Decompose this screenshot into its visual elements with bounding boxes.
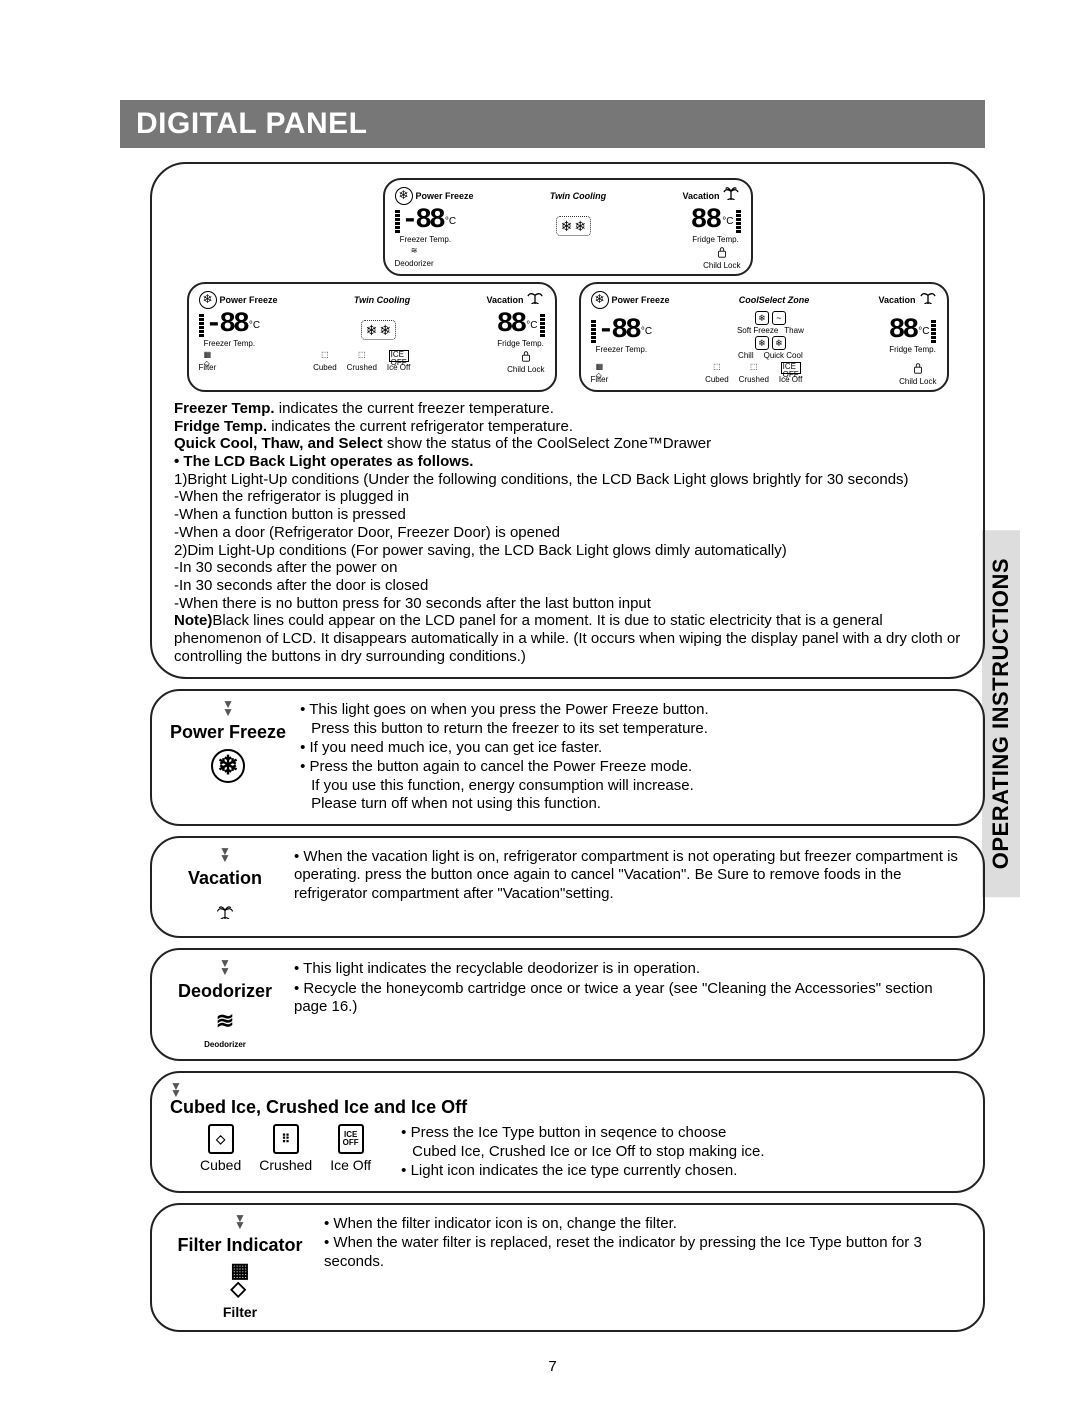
lock-icon bbox=[716, 246, 728, 260]
lcd-panel-right: ❄Power Freeze CoolSelect Zone Vacation -… bbox=[579, 282, 949, 392]
page-number: 7 bbox=[120, 1358, 985, 1375]
palm-icon bbox=[526, 290, 544, 309]
iceoff-icon: ICEOFF bbox=[389, 350, 409, 362]
label-vacation: Vacation bbox=[682, 191, 719, 201]
crushed-icon: ⠿ bbox=[273, 1124, 299, 1154]
lock-icon bbox=[520, 350, 532, 364]
power-freeze-label: Power Freeze bbox=[170, 722, 286, 743]
seg-freezer: -88 bbox=[402, 207, 443, 235]
filter-label: Filter Indicator bbox=[177, 1235, 302, 1256]
deodorizer-section: ▼▼ Deodorizer ≋ Deodorizer This light in… bbox=[150, 948, 985, 1060]
title-bar: DIGITAL PANEL bbox=[120, 100, 985, 148]
ice-title: Cubed Ice, Crushed Ice and Ice Off bbox=[170, 1097, 965, 1118]
ice-icons: ◇Cubed ⠿Crushed ICEOFFIce Off bbox=[200, 1124, 371, 1173]
iceoff-icon: ICEOFF bbox=[338, 1124, 364, 1154]
ice-section: ▼▼ Cubed Ice, Crushed Ice and Ice Off ◇C… bbox=[150, 1071, 985, 1193]
twin-cooling-icon: ❄❄ bbox=[556, 216, 591, 236]
deodorizer-label: Deodorizer bbox=[178, 981, 272, 1002]
chevron-down-icon: ▼▼ bbox=[222, 701, 234, 715]
deg-c: °C bbox=[445, 216, 456, 227]
palm-icon bbox=[919, 290, 937, 309]
chevron-down-icon: ▼▼ bbox=[219, 960, 231, 974]
seg-fridge: 88 bbox=[691, 207, 721, 235]
page-title: DIGITAL PANEL bbox=[136, 107, 368, 141]
chevron-down-icon: ▼▼ bbox=[170, 1083, 965, 1097]
label-fridge-temp: Fridge Temp. bbox=[692, 235, 739, 244]
filter-section: ▼▼ Filter Indicator ▦◇ Filter When the f… bbox=[150, 1203, 985, 1332]
wave-icon: ≋ bbox=[216, 1008, 234, 1034]
vacation-label: Vacation bbox=[188, 868, 262, 889]
vacation-section: ▼▼ Vacation When the vacation light is o… bbox=[150, 836, 985, 938]
filter-icon: ▦◇ bbox=[204, 350, 212, 362]
label-twin-cooling: Twin Cooling bbox=[550, 191, 606, 201]
filter-text: When the filter indicator icon is on, ch… bbox=[324, 1215, 965, 1272]
snowflake-hex-icon: ❄ bbox=[211, 749, 245, 783]
cubed-icon: ◇ bbox=[208, 1124, 234, 1154]
snowflake-icon: ❄ bbox=[395, 187, 413, 205]
page: DIGITAL PANEL ❄Power Freeze Twin Cooling… bbox=[0, 0, 1080, 1415]
cubed-icon: ⬚ bbox=[321, 350, 329, 362]
description-text: Freezer Temp. indicates the current free… bbox=[174, 400, 961, 665]
snowflake-icon: ❄ bbox=[199, 291, 217, 309]
power-freeze-text: This light goes on when you press the Po… bbox=[300, 701, 709, 814]
chevron-down-icon: ▼▼ bbox=[234, 1215, 246, 1229]
deodorizer-icon: ≋ bbox=[411, 246, 418, 258]
label-power-freeze: Power Freeze bbox=[416, 191, 474, 201]
vacation-text: When the vacation light is on, refrigera… bbox=[294, 848, 965, 904]
ice-text: Press the Ice Type button in seqence to … bbox=[401, 1124, 764, 1181]
deodorizer-text: This light indicates the recyclable deod… bbox=[294, 960, 965, 1017]
label-freezer-temp: Freezer Temp. bbox=[400, 235, 451, 244]
filter-icon: ▦◇ bbox=[596, 362, 604, 374]
main-panel: ❄Power Freeze Twin Cooling Vacation -88°… bbox=[150, 162, 985, 679]
lcd-panel-top: ❄Power Freeze Twin Cooling Vacation -88°… bbox=[383, 178, 753, 276]
filter-grid-icon: ▦◇ bbox=[231, 1262, 250, 1298]
crushed-icon: ⬚ bbox=[358, 350, 366, 362]
palm-icon bbox=[722, 186, 740, 205]
palm-icon bbox=[216, 895, 234, 926]
lcd-panel-left: ❄Power Freeze Twin Cooling Vacation -88°… bbox=[187, 282, 557, 392]
snowflake-icon: ❄ bbox=[591, 291, 609, 309]
chevron-down-icon: ▼▼ bbox=[219, 848, 231, 862]
power-freeze-section: ▼▼ Power Freeze ❄ This light goes on whe… bbox=[150, 689, 985, 826]
